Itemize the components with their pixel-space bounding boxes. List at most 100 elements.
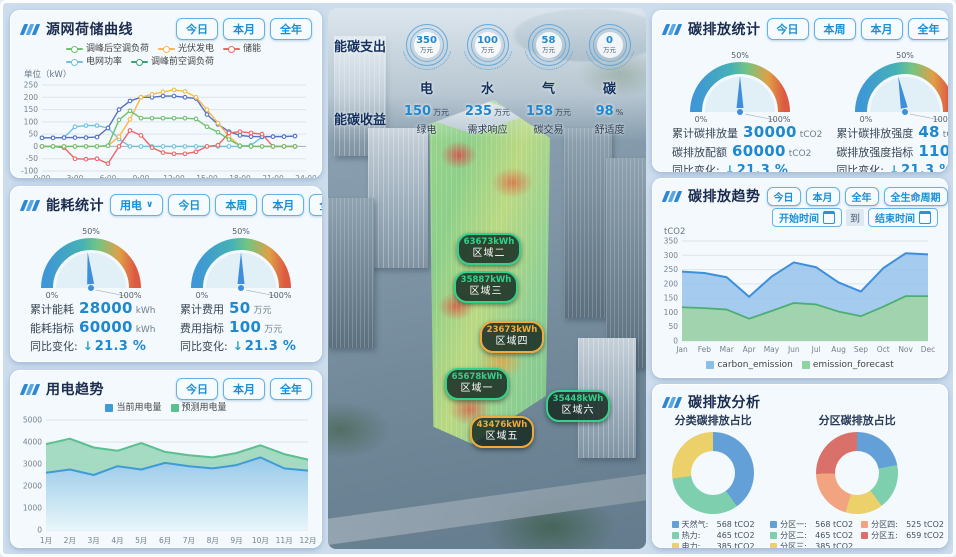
time-filter-button[interactable]: 本月 bbox=[223, 18, 265, 40]
stat-value: 28000 bbox=[79, 299, 133, 317]
legend-item[interactable]: 预测用电量 bbox=[170, 402, 227, 414]
svg-text:100%: 100% bbox=[768, 115, 791, 124]
svg-text:2000: 2000 bbox=[23, 482, 42, 491]
time-filter-button[interactable]: 全年 bbox=[309, 194, 322, 216]
energy-type-select[interactable]: 用电 ∨ bbox=[110, 194, 164, 216]
svg-text:0: 0 bbox=[37, 526, 42, 535]
time-filter-button[interactable]: 今日 bbox=[176, 378, 218, 400]
svg-text:200: 200 bbox=[24, 93, 39, 102]
time-filter-button[interactable]: 全年 bbox=[270, 378, 312, 400]
income-unit: 万元 bbox=[494, 108, 511, 117]
arrow-down-icon: ↓ bbox=[232, 339, 243, 353]
legend-item[interactable]: emission_forecast bbox=[801, 359, 894, 371]
yoy-label: 同比变化: bbox=[180, 340, 228, 353]
road bbox=[328, 468, 646, 548]
svg-text:150: 150 bbox=[24, 105, 39, 114]
svg-text:12:00: 12:00 bbox=[163, 174, 185, 178]
svg-text:Dec: Dec bbox=[921, 345, 936, 354]
carbon-trend-chart: 0 50 100 150 200 250 300 350 Jan Feb Mar Apr May Jun J… bbox=[656, 237, 944, 359]
legend-label: 分区五: bbox=[871, 531, 898, 540]
y-axis-unit: 单位（kW） bbox=[24, 70, 72, 80]
legend-item[interactable]: carbon_emission bbox=[706, 359, 793, 371]
time-filter-button[interactable]: 今日 bbox=[766, 186, 801, 206]
gauge: 0% 50% 100%累计碳排放强度 48tCO2/㎡碳排放强度指标 110 tCO2/㎡… bbox=[822, 42, 948, 172]
stat-row: 累计碳排放强度 48tCO2/㎡ bbox=[836, 124, 948, 143]
category-label: 碳 bbox=[602, 82, 616, 97]
income-value: 150 bbox=[403, 104, 432, 119]
stat-label: 累计费用 bbox=[180, 303, 224, 316]
end-date-input[interactable]: 结束时间 bbox=[868, 208, 938, 227]
svg-text:4000: 4000 bbox=[23, 438, 42, 447]
zone-label: 63673kWh 区域二 bbox=[457, 233, 521, 266]
metric-value: 100 bbox=[477, 35, 498, 47]
stat-row: 碳排放配额 60000 tCO2 bbox=[672, 143, 822, 162]
legend-item[interactable]: 当前用电量 bbox=[105, 402, 162, 414]
time-filter-button[interactable]: 本月 bbox=[860, 18, 903, 40]
svg-text:24:00: 24:00 bbox=[295, 174, 316, 178]
legend-swatch bbox=[770, 532, 778, 539]
stat-value: 48 bbox=[918, 123, 940, 141]
stat-row: 累计能耗 28000 kWh bbox=[30, 300, 166, 319]
time-filter-button[interactable]: 本月 bbox=[223, 378, 265, 400]
legend-item[interactable]: 调峰后空调负荷 bbox=[66, 43, 149, 55]
legend-item[interactable]: 光伏发电 bbox=[158, 43, 214, 55]
stat-value: 60000 bbox=[79, 318, 133, 336]
svg-text:100%: 100% bbox=[933, 115, 948, 124]
panel-icon bbox=[661, 190, 683, 202]
svg-text:100%: 100% bbox=[269, 291, 292, 300]
time-filter-button[interactable]: 本周 bbox=[813, 18, 856, 40]
svg-text:3000: 3000 bbox=[23, 460, 42, 469]
arrow-down-icon: ↓ bbox=[889, 163, 900, 172]
time-filter-button[interactable]: 本周 bbox=[215, 194, 258, 216]
donut-charts: 分类碳排放占比 天然气: 568 tCO2 热力: 465 tCO2 电力: 385 tCO… bbox=[652, 412, 948, 548]
gauge-stats: 累计碳排放量 30000 tCO2 碳排放配额 60000 tCO2 同比变化: ↓ 21.3 … bbox=[658, 124, 822, 172]
time-filter-button[interactable]: 全生命周期 bbox=[883, 186, 948, 206]
time-filter-button[interactable]: 全年 bbox=[844, 186, 879, 206]
svg-text:3:00: 3:00 bbox=[67, 174, 84, 178]
donut-legend: 天然气: 568 tCO2 热力: 465 tCO2 电力: 385 tCO2 bbox=[671, 519, 755, 548]
svg-text:May: May bbox=[764, 345, 780, 354]
donut-legend-item: 分区三: 385 tCO2 bbox=[770, 541, 853, 548]
time-filter-button[interactable]: 全年 bbox=[270, 18, 312, 40]
legend-item[interactable]: 电网功率 bbox=[66, 56, 122, 68]
time-filter-button[interactable]: 今日 bbox=[168, 194, 211, 216]
gauge-stats: 累计碳排放强度 48tCO2/㎡碳排放强度指标 110 tCO2/㎡同比变化: ↓21.… bbox=[822, 124, 948, 172]
svg-text:50%: 50% bbox=[731, 51, 749, 60]
svg-text:Feb: Feb bbox=[698, 345, 712, 354]
zone-label: 35887kWh 区域三 bbox=[454, 271, 518, 304]
time-filter-button[interactable]: 本月 bbox=[262, 194, 305, 216]
zone-value: 35448kWh bbox=[552, 394, 604, 404]
donut-legend-item: 分区五: 659 tCO2 bbox=[861, 530, 944, 541]
panel-power-trend: 用电趋势 今日 本月 全年 当前用电量 预测用电量 0 1000 2000 3000 4000… bbox=[10, 370, 322, 548]
legend-item[interactable]: 调峰前空调负荷 bbox=[131, 56, 214, 68]
date-range-to-label: 到 bbox=[846, 209, 864, 226]
start-date-input[interactable]: 开始时间 bbox=[772, 208, 842, 227]
gauge-stats: 累计能耗 28000 kWh 能耗指标 60000 kWh 同比变化: ↓ 21.3 % bbox=[16, 300, 166, 355]
expense-circle-cell: 0 万元 bbox=[579, 24, 640, 66]
stat-unit: tCO2 bbox=[799, 130, 823, 140]
city-3d-view: 能碳支出 350 万元 100 万元 58 万元 0 万元 电水气碳 能碳收益 150 万元 绿电… bbox=[328, 8, 646, 549]
time-filter-group: 今日 本月 全年 全生命周期 bbox=[766, 186, 948, 206]
yoy-value: 21.3 % bbox=[94, 339, 147, 354]
svg-text:7月: 7月 bbox=[183, 536, 195, 545]
time-filter-button[interactable]: 今日 bbox=[766, 18, 809, 40]
svg-text:50%: 50% bbox=[232, 227, 250, 236]
svg-text:6月: 6月 bbox=[159, 536, 171, 545]
metric-value: 350 bbox=[416, 35, 437, 47]
legend-item[interactable]: 储能 bbox=[223, 43, 261, 55]
time-filter-button[interactable]: 今日 bbox=[176, 18, 218, 40]
legend-label: 热力: bbox=[681, 531, 701, 540]
zone-label: 35448kWh 区域六 bbox=[546, 390, 610, 423]
svg-text:0%: 0% bbox=[196, 291, 209, 300]
time-filter-button[interactable]: 全年 bbox=[907, 18, 948, 40]
time-filter-button[interactable]: 本月 bbox=[805, 186, 840, 206]
panel-title: 源网荷储曲线 bbox=[46, 22, 133, 38]
income-value: 158 bbox=[525, 104, 554, 119]
svg-text:50: 50 bbox=[668, 322, 678, 331]
stat-row: 累计碳排放量 30000 tCO2 bbox=[672, 124, 822, 143]
legend-label: 天然气: bbox=[681, 520, 709, 529]
svg-text:100: 100 bbox=[24, 117, 39, 126]
